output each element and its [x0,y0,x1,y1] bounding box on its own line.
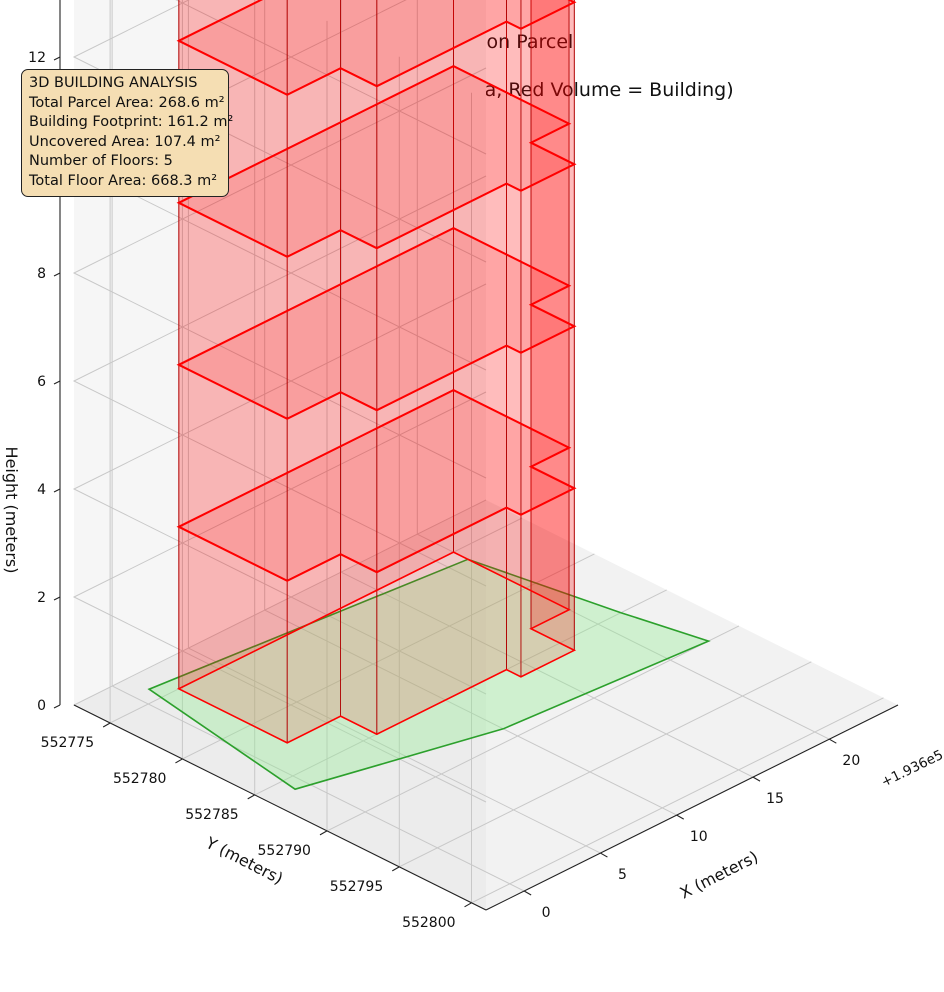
x-tick-label: 0 [542,905,551,921]
z-tick-label: 4 [37,482,46,498]
z-tick [53,56,61,61]
floor-bottom [177,65,577,258]
x-tick-label: 10 [690,829,708,845]
chart-marks [147,0,711,791]
y-tick-label: 552785 [185,807,238,823]
y-tick [319,830,328,836]
y-tick-label: 552775 [41,735,94,751]
z-gridline [72,175,487,587]
y-tick [391,866,400,872]
x-tick-label: 20 [842,753,860,769]
z-tick [53,596,61,601]
floor-5 [177,0,577,96]
floor-bottom [177,551,577,744]
z-gridline [72,391,487,803]
z-gridline [175,0,487,155]
floor-bottom [177,227,577,420]
z-tick [53,272,61,277]
y-tick [464,902,472,908]
x-offset-label: +1.936e5 [879,747,944,791]
x-tick [676,814,685,820]
x-tick-label: 5 [618,867,627,883]
x-tick [829,738,837,744]
info-line: Number of Floors: 5 [29,153,173,170]
x-tick [752,776,761,782]
axis-lines-and-ticks [53,0,899,911]
x-axis-label: X (meters) [677,847,761,903]
z-gridline [72,283,487,695]
z-tick [53,704,61,709]
info-line: Uncovered Area: 107.4 m² [29,133,221,150]
z-tick-label: 8 [37,266,46,282]
y-tick [247,794,255,800]
z-tick-label: 0 [37,698,46,714]
analysis-info-box: 3D BUILDING ANALYSIS Total Parcel Area: … [21,69,234,197]
info-line: Building Footprint: 161.2 m² [29,114,234,131]
z-axis-label: Height (meters) [2,447,21,574]
z-tick-label: 2 [37,590,46,606]
z-tick [53,380,61,385]
info-line: 3D BUILDING ANALYSIS [29,75,198,91]
y-tick-label: 552795 [330,879,383,895]
floor-bottom [177,389,577,582]
z-tick [53,488,61,493]
y-tick [175,758,183,764]
x-tick-label: 15 [766,791,784,807]
x-tick [523,890,532,896]
y-axis-line [73,704,487,911]
z-tick-label: 12 [28,50,46,66]
y-tick [102,722,111,728]
z-gridline [72,67,487,479]
y-axis-label: Y (meters) [202,833,286,888]
floor-4 [176,0,577,258]
y-tick-label: 552800 [402,915,455,931]
y-tick-label: 552780 [113,771,166,787]
z-tick-label: 6 [37,374,46,390]
z-gridline [72,0,487,263]
info-line: Total Parcel Area: 268.6 m² [29,94,225,111]
x-tick [600,852,608,858]
y-tick-label: 552790 [258,843,311,859]
info-line: Total Floor Area: 668.3 m² [29,172,218,189]
floor-bottom [177,0,577,96]
